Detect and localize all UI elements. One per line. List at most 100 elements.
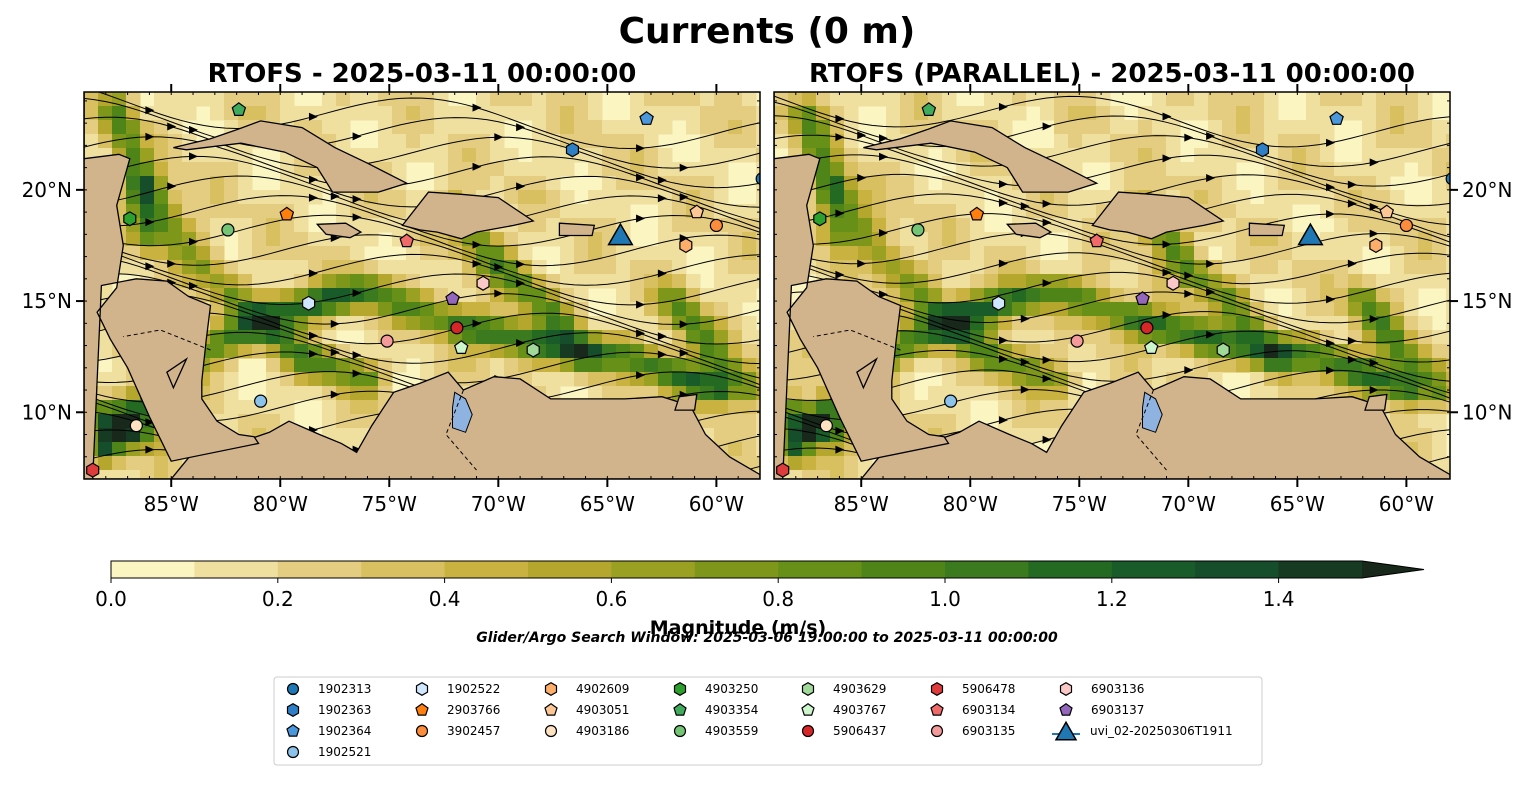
speed-cell [280, 358, 295, 373]
speed-cell [942, 372, 957, 387]
speed-cell [1432, 162, 1447, 177]
speed-cell [700, 92, 715, 107]
speed-cell [224, 358, 239, 373]
speed-cell [294, 190, 309, 205]
speed-cell [546, 106, 561, 121]
speed-cell [742, 428, 757, 443]
speed-cell [210, 302, 225, 317]
speed-cell [294, 358, 309, 373]
speed-cell [844, 92, 859, 107]
speed-cell [914, 302, 929, 317]
streamline [84, 195, 760, 247]
speed-cell [816, 106, 831, 121]
speed-cell [1390, 134, 1405, 149]
speed-cell [1012, 246, 1027, 261]
speed-cell [970, 386, 985, 401]
speed-cell [658, 92, 673, 107]
speed-cell [700, 190, 715, 205]
speed-cell [900, 372, 915, 387]
speed-cell [1138, 106, 1153, 121]
speed-cell [672, 204, 687, 219]
speed-cell [686, 120, 701, 135]
speed-cell [420, 260, 435, 275]
x-tick-label: 85°W [144, 492, 199, 516]
speed-cell [1082, 330, 1097, 345]
speed-cell [294, 372, 309, 387]
speed-cell [1362, 302, 1377, 317]
speed-cell [844, 456, 859, 471]
streamline-arrow [494, 133, 504, 142]
speed-cell [1390, 358, 1405, 373]
speed-cell [1306, 148, 1321, 163]
speed-cell [364, 218, 379, 233]
speed-cell [1334, 274, 1349, 289]
streamline-arrow [145, 445, 155, 454]
streamline-arrow [1020, 358, 1030, 367]
speed-cell [756, 358, 760, 373]
legend-label: 4903051 [576, 703, 629, 717]
x-tick-label: 75°W [1052, 492, 1107, 516]
speed-cell [844, 260, 859, 275]
legend-marker [544, 702, 558, 716]
speed-cell [1334, 316, 1349, 331]
speed-cell [448, 260, 463, 275]
speed-cell [1208, 134, 1223, 149]
speed-cell [322, 106, 337, 121]
speed-cell [1418, 442, 1433, 457]
speed-cell [126, 134, 141, 149]
speed-cell [886, 260, 901, 275]
speed-cell [364, 92, 379, 107]
speed-cell [756, 106, 760, 121]
panel-rtofs: RTOFS - 2025-03-11 00:00:00 85°W 80°W 75°W… [22, 59, 761, 516]
speed-cell [420, 302, 435, 317]
speed-cell [238, 288, 253, 303]
streamline-arrow [1042, 435, 1052, 444]
speed-cell [756, 246, 760, 261]
float-marker [911, 223, 925, 237]
search-window-note: Glider/Argo Search Window: 2025-03-06 19… [476, 630, 1058, 646]
speed-cell [1348, 92, 1363, 107]
speed-cell [956, 190, 971, 205]
speed-cell [1278, 246, 1293, 261]
speed-cell [252, 260, 267, 275]
speed-cell [1152, 162, 1167, 177]
speed-cell [1152, 330, 1167, 345]
float-marker [969, 206, 985, 221]
speed-cell [1040, 330, 1055, 345]
speed-cell [336, 288, 351, 303]
speed-cell [378, 190, 393, 205]
speed-cell [1348, 288, 1363, 303]
speed-cell [984, 106, 999, 121]
land [166, 357, 189, 390]
speed-cell [872, 246, 887, 261]
speed-cell [872, 232, 887, 247]
speed-cell [1306, 274, 1321, 289]
speed-cell [1334, 232, 1349, 247]
legend-item: 5906437 [801, 724, 886, 738]
speed-cell [378, 218, 393, 233]
legend-label: 1902522 [447, 682, 500, 696]
speed-cell [560, 204, 575, 219]
speed-cell [830, 162, 845, 177]
speed-cell [756, 414, 760, 429]
speed-cell [434, 106, 449, 121]
speed-cell [98, 120, 113, 135]
land [1364, 393, 1388, 411]
speed-cell [490, 344, 505, 359]
speed-cell [98, 428, 113, 443]
speed-cell [1250, 92, 1265, 107]
streamline-arrow [636, 144, 646, 153]
speed-cell [476, 148, 491, 163]
legend-marker [415, 724, 429, 738]
float-marker [221, 223, 235, 237]
speed-cell [546, 344, 561, 359]
speed-cell [942, 218, 957, 233]
speed-cell [504, 246, 519, 261]
speed-cell [1082, 204, 1097, 219]
speed-cell [574, 288, 589, 303]
speed-cell [1054, 358, 1069, 373]
streamline-arrow [835, 426, 845, 435]
speed-cell [1432, 372, 1447, 387]
speed-cell [112, 456, 127, 471]
speed-cell [742, 92, 757, 107]
